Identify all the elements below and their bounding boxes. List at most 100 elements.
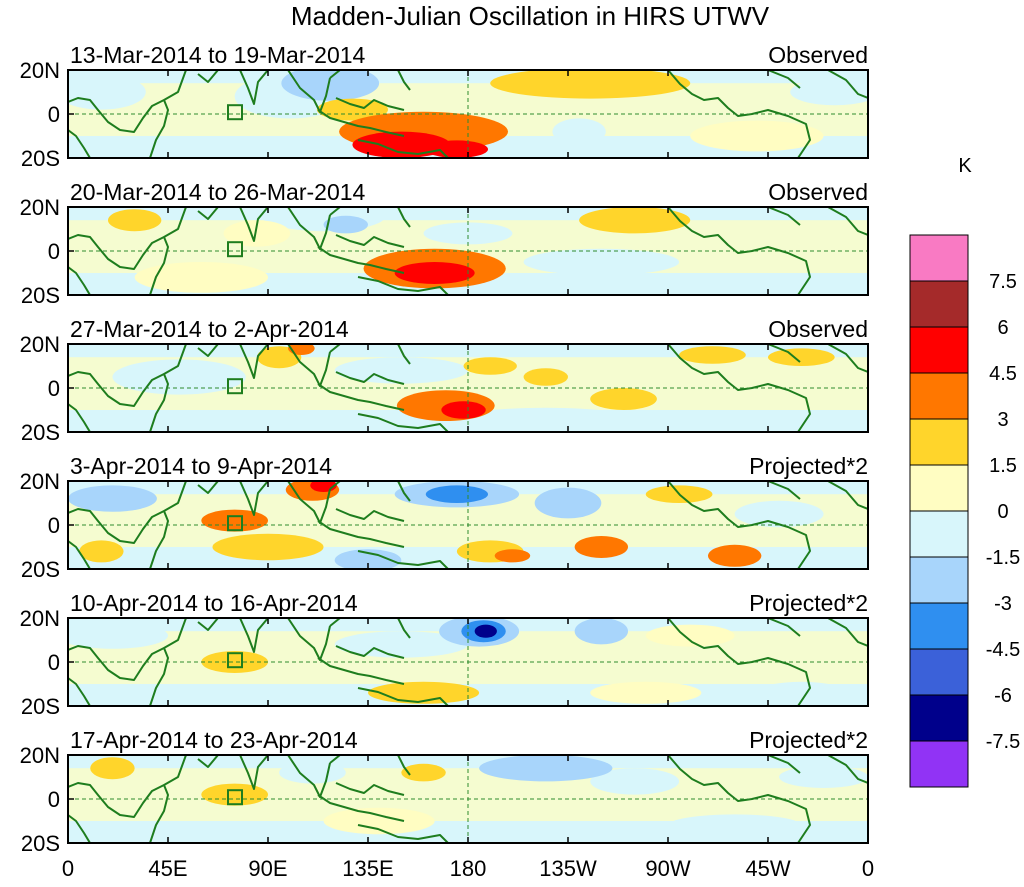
anomaly-contour	[768, 348, 835, 366]
anomaly-contour	[223, 220, 291, 247]
panel-type-label: Observed	[768, 42, 868, 68]
figure-title: Madden-Julian Oscillation in HIRS UTWV	[291, 1, 770, 31]
y-tick-label: 20N	[20, 195, 60, 220]
panel-period-label: 3-Apr-2014 to 9-Apr-2014	[70, 453, 332, 479]
anomaly-contour	[112, 359, 246, 395]
colorbar-swatch	[909, 602, 969, 650]
anomaly-contour	[690, 120, 824, 152]
anomaly-contour	[425, 140, 488, 158]
panel-period-label: 17-Apr-2014 to 23-Apr-2014	[70, 727, 358, 753]
colorbar-label: -1.5	[986, 547, 1020, 569]
anomaly-contour	[479, 755, 613, 782]
colorbar-label: 7.5	[989, 271, 1017, 293]
anomaly-contour	[490, 70, 691, 99]
y-tick-label: 20S	[21, 420, 60, 445]
panel-2: 20-Mar-2014 to 26-Mar-2014 Observed 20N 0 2…	[20, 179, 869, 308]
y-tick-label: 20S	[21, 146, 60, 171]
colorbar-label: -4.5	[986, 639, 1020, 661]
anomaly-contour	[394, 262, 475, 284]
anomaly-contour	[552, 118, 606, 145]
colorbar-swatches	[909, 234, 969, 788]
panel-period-label: 20-Mar-2014 to 26-Mar-2014	[70, 179, 366, 205]
panels-group: 13-Mar-2014 to 19-Mar-2014 Observed 20N 0 2…	[20, 42, 869, 856]
panel-field	[68, 207, 868, 295]
colorbar-label: -6	[994, 685, 1012, 707]
panel-6: 17-Apr-2014 to 23-Apr-2014 Projected*2 20…	[20, 727, 869, 856]
region-box-marker	[227, 104, 243, 121]
panel-type-label: Projected*2	[749, 727, 868, 753]
x-tick-label: 45W	[745, 856, 790, 881]
anomaly-contour	[779, 766, 868, 788]
y-tick-label: 20N	[20, 58, 60, 83]
anomaly-contour	[574, 536, 628, 558]
anomaly-contour	[474, 624, 497, 638]
colorbar-swatch	[909, 234, 969, 282]
anomaly-contour	[323, 215, 368, 234]
colorbar-swatch	[909, 740, 969, 788]
anomaly-contour	[645, 624, 735, 647]
anomaly-contour	[68, 74, 146, 110]
continent-outlines	[68, 70, 868, 158]
panel-5: 10-Apr-2014 to 16-Apr-2014 Projected*2 20…	[20, 590, 869, 719]
anomaly-contour	[523, 368, 568, 386]
colorbar: K 7.5 6 4.5 3 1.5 0 -1.5 -3 -4.5 -6 -7.5	[909, 155, 1020, 788]
anomaly-contour	[190, 142, 302, 158]
panel-4: 3-Apr-2014 to 9-Apr-2014 Projected*2 20N 0…	[20, 453, 869, 582]
anomaly-contour	[401, 763, 446, 782]
y-tick-label: 20S	[21, 831, 60, 856]
panel-type-label: Observed	[768, 316, 868, 342]
anomaly-contour	[334, 357, 468, 384]
y-tick-label: 0	[48, 650, 60, 675]
colorbar-label: 4.5	[989, 363, 1017, 385]
anomaly-contour	[423, 222, 513, 245]
anomaly-contour	[134, 262, 268, 293]
anomaly-contour	[79, 540, 124, 563]
colorbar-swatch	[909, 372, 969, 420]
y-tick-label: 20S	[21, 557, 60, 582]
panel-period-label: 10-Apr-2014 to 16-Apr-2014	[70, 590, 358, 616]
y-tick-label: 0	[48, 102, 60, 127]
colorbar-label: -3	[994, 593, 1012, 615]
y-tick-label: 0	[48, 787, 60, 812]
colorbar-swatch	[909, 326, 969, 374]
panel-period-label: 13-Mar-2014 to 19-Mar-2014	[70, 42, 366, 68]
panel-field	[68, 70, 868, 158]
y-tick-label: 20N	[20, 332, 60, 357]
anomaly-contour	[334, 549, 402, 569]
anomaly-contour	[463, 357, 517, 375]
y-tick-label: 20N	[20, 606, 60, 631]
panel-1: 13-Mar-2014 to 19-Mar-2014 Observed 20N 0 2…	[20, 42, 869, 171]
anomaly-contour	[590, 388, 657, 410]
panel-period-label: 27-Mar-2014 to 2-Apr-2014	[70, 316, 349, 342]
anomaly-contour	[756, 681, 846, 704]
anomaly-contour	[734, 500, 824, 528]
anomaly-contour	[441, 401, 486, 419]
anomaly-contour	[523, 248, 680, 276]
y-tick-label: 20S	[21, 694, 60, 719]
continent-outlines	[68, 481, 868, 569]
region-box-marker	[227, 241, 243, 258]
anomaly-contour	[456, 407, 635, 430]
region-box-marker	[227, 515, 243, 532]
y-tick-label: 0	[48, 239, 60, 264]
anomaly-contour	[352, 131, 451, 158]
y-tick-label: 0	[48, 376, 60, 401]
anomaly-contour	[668, 814, 802, 837]
continent-outlines	[68, 618, 868, 706]
x-tick-label: 0	[62, 856, 74, 881]
x-tick-label: 180	[450, 856, 487, 881]
anomaly-contour	[590, 768, 680, 795]
panel-type-label: Projected*2	[749, 590, 868, 616]
anomaly-contour	[574, 618, 628, 645]
x-tick-label: 0	[862, 856, 874, 881]
colorbar-swatch	[909, 648, 969, 696]
anomaly-contour	[790, 78, 868, 106]
x-tick-label: 135W	[539, 856, 597, 881]
colorbar-swatch	[909, 280, 969, 328]
colorbar-swatch	[909, 694, 969, 742]
x-tick-label: 90E	[248, 856, 287, 881]
y-tick-label: 20N	[20, 743, 60, 768]
anomaly-contour	[425, 485, 488, 503]
y-tick-label: 20S	[21, 283, 60, 308]
anomaly-contour	[494, 549, 531, 563]
